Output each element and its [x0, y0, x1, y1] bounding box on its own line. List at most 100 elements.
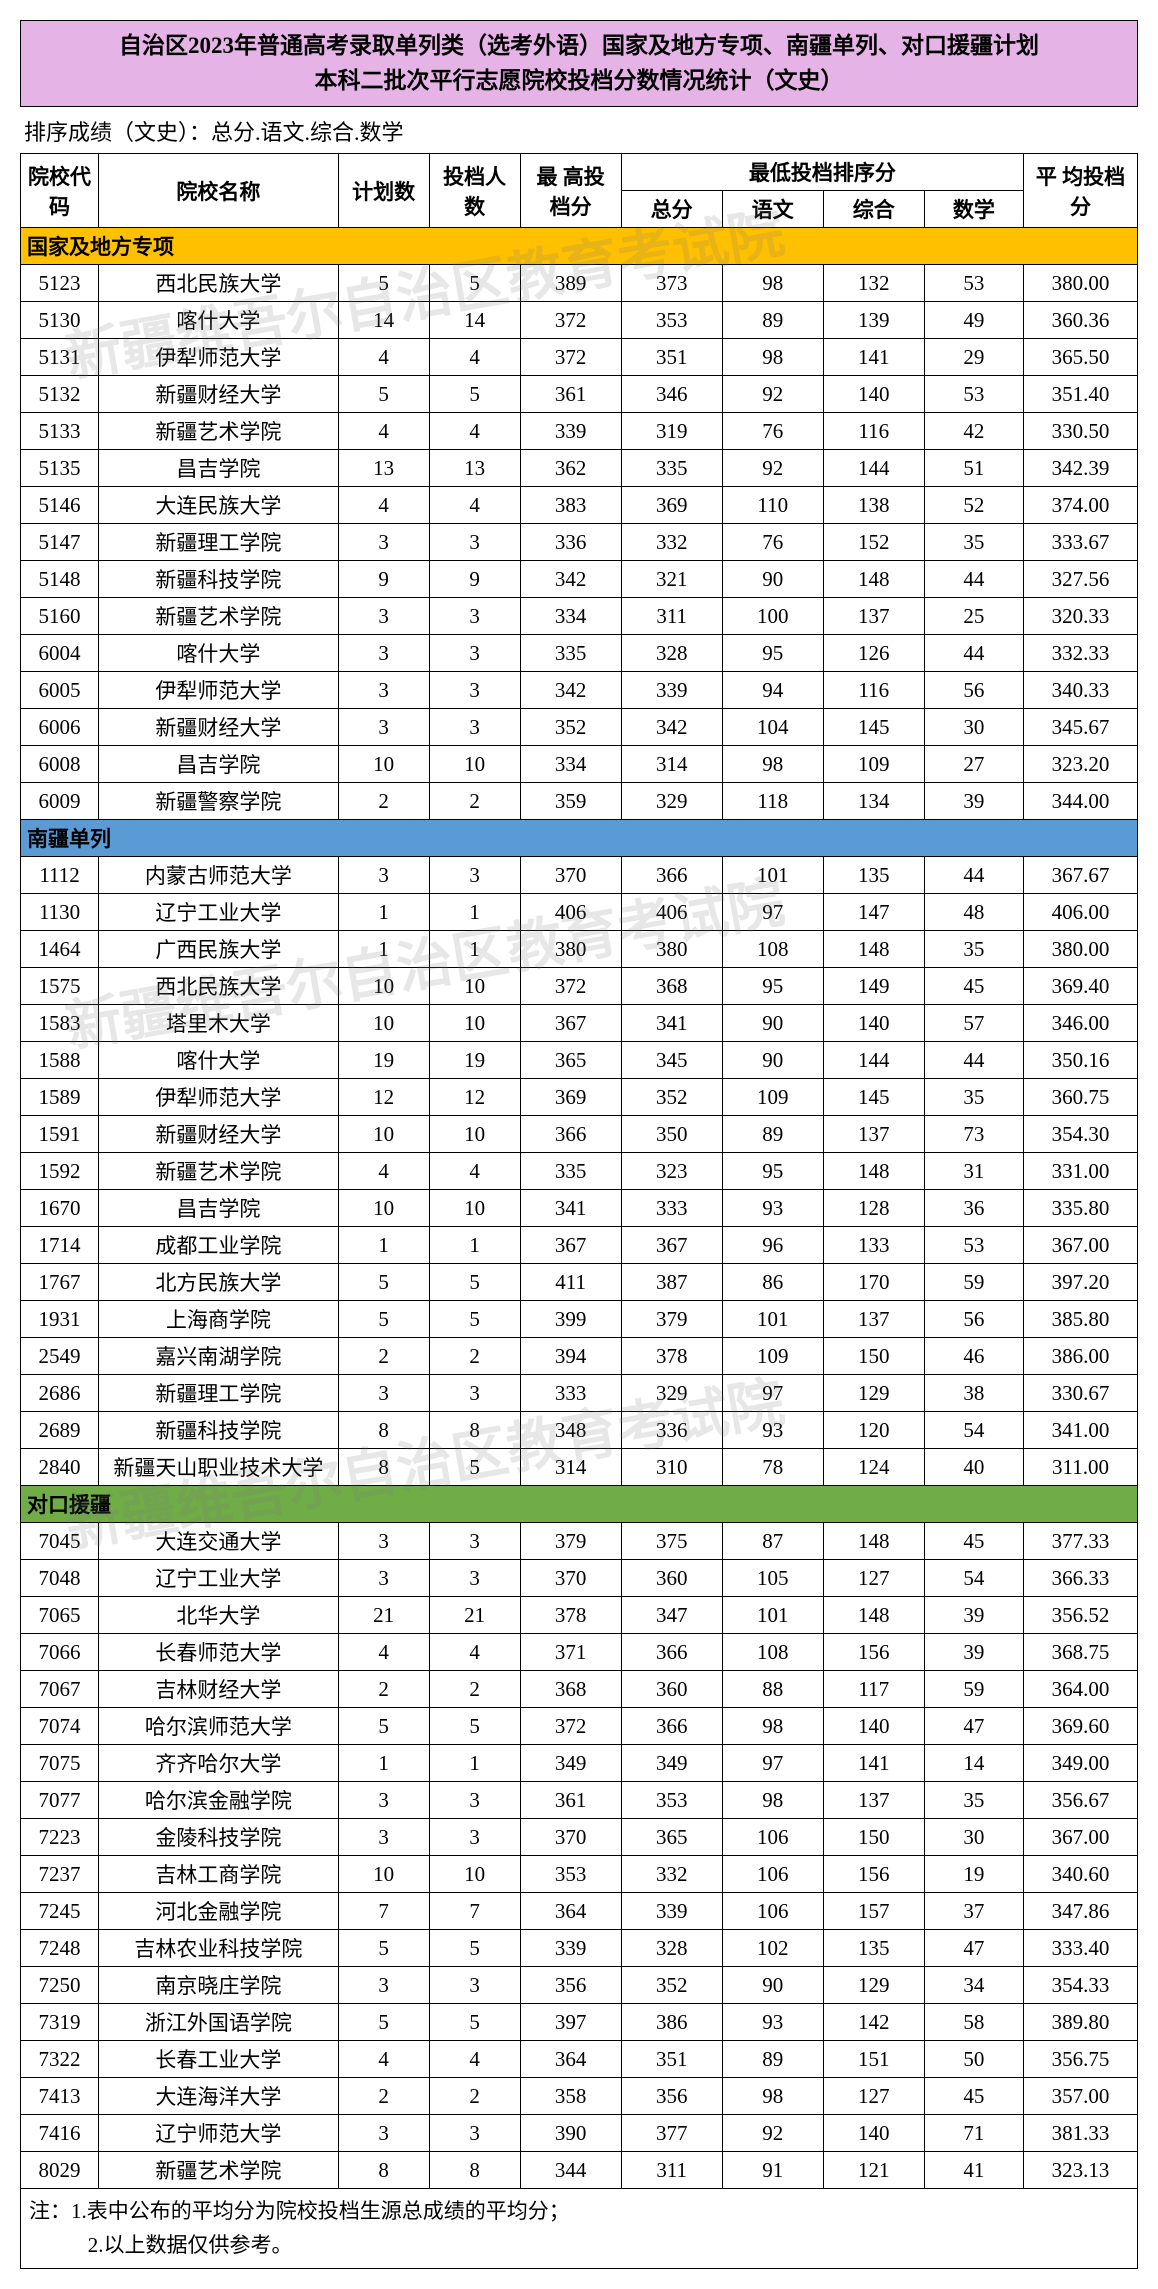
- cell: 2: [338, 1671, 429, 1708]
- cell: 319: [621, 413, 722, 450]
- cell: 3: [429, 524, 520, 561]
- table-row: 7045大连交通大学333793758714845377.33: [21, 1523, 1138, 1560]
- cell: 104: [722, 709, 823, 746]
- table-row: 5130喀什大学14143723538913949360.36: [21, 302, 1138, 339]
- footnote-1: 注：1.表中公布的平均分为院校投档生源总成绩的平均分；: [29, 2195, 1129, 2229]
- cell: 3: [338, 857, 429, 894]
- cell: 37: [924, 1893, 1023, 1930]
- cell: 5130: [21, 302, 99, 339]
- cell: 1767: [21, 1264, 99, 1301]
- cell: 吉林工商学院: [99, 1856, 339, 1893]
- cell: 101: [722, 1301, 823, 1338]
- cell: 71: [924, 2115, 1023, 2152]
- cell: 141: [823, 1745, 924, 1782]
- cell: 5: [429, 1930, 520, 1967]
- cell: 9: [429, 561, 520, 598]
- cell: 105: [722, 1560, 823, 1597]
- cell: 100: [722, 598, 823, 635]
- cell: 7322: [21, 2041, 99, 2078]
- cell: 52: [924, 487, 1023, 524]
- cell: 148: [823, 1153, 924, 1190]
- cell: 327.56: [1024, 561, 1138, 598]
- cell: 53: [924, 1227, 1023, 1264]
- cell: 2: [338, 783, 429, 820]
- cell: 2549: [21, 1338, 99, 1375]
- cell: 385.80: [1024, 1301, 1138, 1338]
- cell: 349: [520, 1745, 621, 1782]
- section-label: 南疆单列: [21, 820, 1138, 857]
- cell: 44: [924, 561, 1023, 598]
- cell: 374.00: [1024, 487, 1138, 524]
- cell: 长春工业大学: [99, 2041, 339, 2078]
- cell: 5: [338, 1708, 429, 1745]
- cell: 375: [621, 1523, 722, 1560]
- cell: 8: [338, 1412, 429, 1449]
- cell: 379: [520, 1523, 621, 1560]
- cell: 367.67: [1024, 857, 1138, 894]
- sort-note: 排序成绩（文史）：总分.语文.综合.数学: [20, 107, 1138, 153]
- cell: 127: [823, 2078, 924, 2115]
- table-row: 7248吉林农业科技学院5533932810213547333.40: [21, 1930, 1138, 1967]
- cell: 140: [823, 376, 924, 413]
- cell: 314: [621, 746, 722, 783]
- cell: 48: [924, 894, 1023, 931]
- cell: 151: [823, 2041, 924, 2078]
- cell: 吉林农业科技学院: [99, 1930, 339, 1967]
- cell: 19: [338, 1042, 429, 1079]
- cell: 新疆警察学院: [99, 783, 339, 820]
- cell: 19: [429, 1042, 520, 1079]
- title-line-2: 本科二批次平行志愿院校投档分数情况统计（文史）: [33, 64, 1125, 99]
- cell: 98: [722, 2078, 823, 2115]
- cell: 109: [722, 1338, 823, 1375]
- cell: 366: [621, 857, 722, 894]
- cell: 5: [338, 1930, 429, 1967]
- cell: 5: [429, 265, 520, 302]
- cell: 成都工业学院: [99, 1227, 339, 1264]
- cell: 96: [722, 1227, 823, 1264]
- cell: 350: [621, 1116, 722, 1153]
- title-box: 自治区2023年普通高考录取单列类（选考外语）国家及地方专项、南疆单列、对口援疆…: [20, 20, 1138, 107]
- table-row: 7067吉林财经大学223683608811759364.00: [21, 1671, 1138, 1708]
- cell: 5: [429, 1301, 520, 1338]
- cell: 98: [722, 339, 823, 376]
- cell: 352: [621, 1967, 722, 2004]
- cell: 333.40: [1024, 1930, 1138, 1967]
- cell: 53: [924, 376, 1023, 413]
- cell: 369.40: [1024, 968, 1138, 1005]
- table-body: 国家及地方专项5123西北民族大学553893739813253380.0051…: [21, 228, 1138, 2189]
- cell: 4: [338, 413, 429, 450]
- cell: 1130: [21, 894, 99, 931]
- cell: 5146: [21, 487, 99, 524]
- th-total: 总分: [621, 191, 722, 228]
- cell: 6005: [21, 672, 99, 709]
- cell: 3: [338, 709, 429, 746]
- cell: 347.86: [1024, 1893, 1138, 1930]
- cell: 30: [924, 709, 1023, 746]
- cell: 4: [429, 1634, 520, 1671]
- cell: 320.33: [1024, 598, 1138, 635]
- footnote-box: 注：1.表中公布的平均分为院校投档生源总成绩的平均分； 2.以上数据仅供参考。: [20, 2189, 1138, 2269]
- cell: 126: [823, 635, 924, 672]
- cell: 7416: [21, 2115, 99, 2152]
- cell: 89: [722, 1116, 823, 1153]
- cell: 140: [823, 1708, 924, 1745]
- cell: 新疆财经大学: [99, 709, 339, 746]
- cell: 5: [338, 1301, 429, 1338]
- cell: 1575: [21, 968, 99, 1005]
- cell: 昌吉学院: [99, 450, 339, 487]
- cell: 50: [924, 2041, 1023, 2078]
- table-row: 7322长春工业大学443643518915150356.75: [21, 2041, 1138, 2078]
- cell: 49: [924, 302, 1023, 339]
- cell: 10: [338, 1116, 429, 1153]
- table-row: 5123西北民族大学553893739813253380.00: [21, 265, 1138, 302]
- cell: 7067: [21, 1671, 99, 1708]
- cell: 86: [722, 1264, 823, 1301]
- cell: 98: [722, 265, 823, 302]
- cell: 2: [429, 1338, 520, 1375]
- cell: 3: [338, 598, 429, 635]
- cell: 3: [338, 672, 429, 709]
- cell: 142: [823, 2004, 924, 2041]
- cell: 90: [722, 1005, 823, 1042]
- cell: 350.16: [1024, 1042, 1138, 1079]
- cell: 339: [621, 672, 722, 709]
